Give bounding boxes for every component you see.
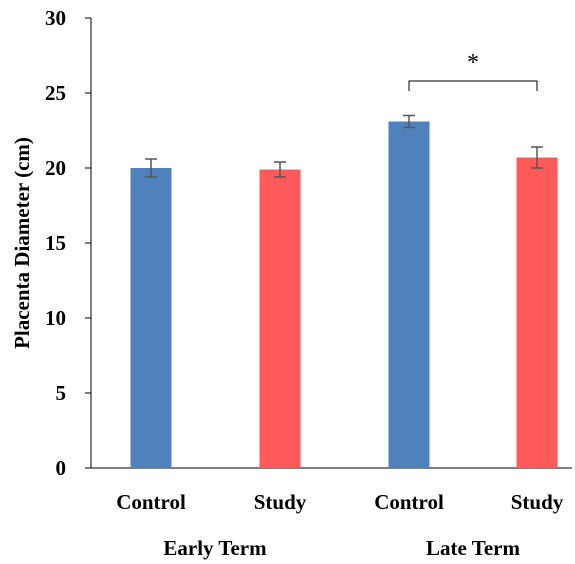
y-tick-label: 25 (45, 81, 66, 105)
y-tick-label: 15 (45, 231, 66, 255)
bar (259, 169, 301, 468)
y-tick-label: 30 (45, 6, 66, 30)
category-labels: Control Study Early Term Control Study Late T… (116, 490, 564, 560)
category-label: Study (254, 490, 307, 514)
significance-star: * (467, 50, 479, 76)
annotations: * (408, 50, 538, 91)
bar (388, 121, 430, 468)
group-label: Late Term (426, 536, 520, 560)
significance-bracket (408, 80, 538, 91)
bar (516, 157, 558, 468)
group-label: Early Term (163, 536, 267, 560)
bars (130, 114, 558, 468)
bar (130, 168, 172, 468)
category-label: Control (116, 490, 186, 514)
y-tick-label: 10 (45, 306, 66, 330)
category-label: Control (374, 490, 444, 514)
y-tick-label: 0 (56, 456, 67, 480)
y-axis: 0 5 10 15 20 25 30 (45, 6, 572, 480)
category-label: Study (511, 490, 564, 514)
y-tick-label: 20 (45, 156, 66, 180)
y-axis-label: Placenta Diameter (cm) (10, 137, 34, 349)
y-tick-label: 5 (56, 381, 67, 405)
